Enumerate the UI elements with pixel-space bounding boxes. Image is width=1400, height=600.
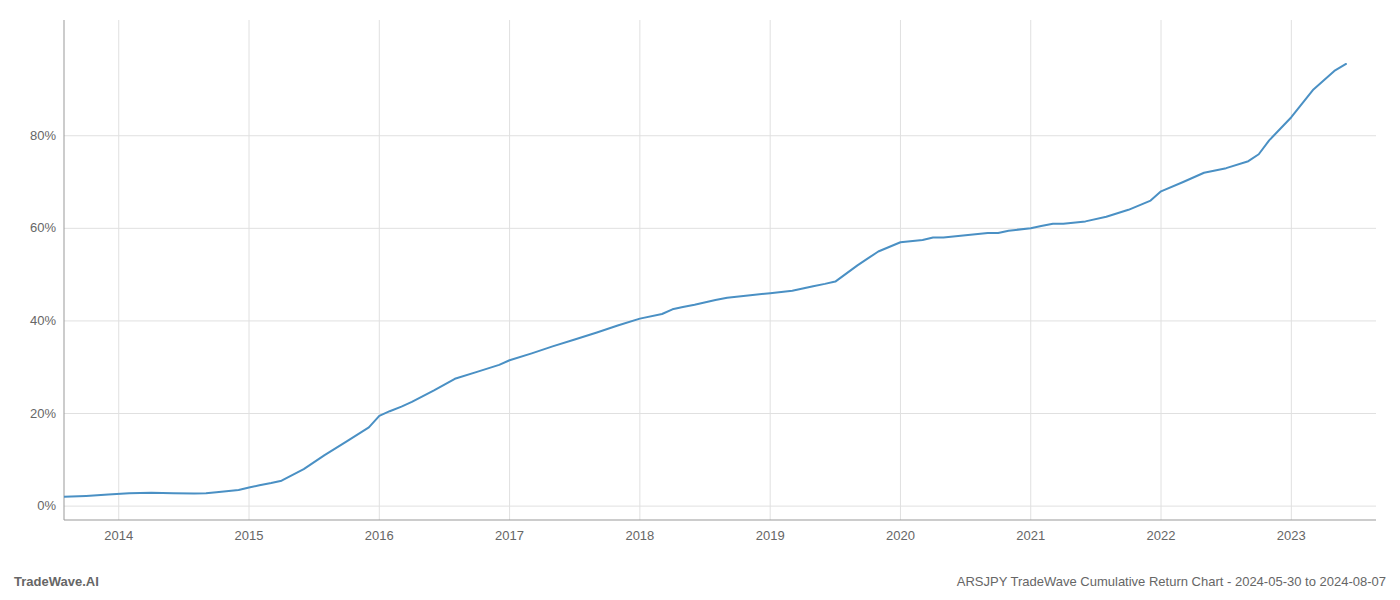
x-tick-label: 2016 (365, 528, 394, 543)
y-axis-line (64, 20, 65, 520)
chart-container: 0% 20% 40% 60% 80% 2014 2015 2016 2017 2018 2019 20… (0, 0, 1400, 600)
footer: TradeWave.AI ARSJPY TradeWave Cumulative … (14, 574, 1386, 589)
x-tick-label: 2023 (1277, 528, 1306, 543)
x-tick-label: 2022 (1147, 528, 1176, 543)
x-tick-label: 2021 (1016, 528, 1045, 543)
y-grid-line (64, 135, 1376, 136)
y-grid-line (64, 320, 1376, 321)
footer-annotation: TradeWave.AI (14, 574, 99, 589)
x-tick-label: 2020 (886, 528, 915, 543)
y-grid-line (64, 228, 1376, 229)
grid (64, 20, 1376, 520)
chart-title: ARSJPY TradeWave Cumulative Return Chart… (957, 574, 1386, 589)
x-grid-line (118, 20, 119, 520)
x-grid-line (770, 20, 771, 520)
x-tick-label: 2015 (235, 528, 264, 543)
x-tick-label: 2017 (495, 528, 524, 543)
x-axis-line (64, 520, 1376, 521)
y-tick-label: 0% (37, 498, 56, 513)
y-tick-label: 80% (30, 128, 56, 143)
x-grid-line (1030, 20, 1031, 520)
y-tick-label: 40% (30, 313, 56, 328)
y-grid-line (64, 506, 1376, 507)
y-tick-label: 60% (30, 220, 56, 235)
x-tick-label: 2019 (756, 528, 785, 543)
x-tick-label: 2014 (104, 528, 133, 543)
y-tick-label: 20% (30, 406, 56, 421)
axes: 0% 20% 40% 60% 80% 2014 2015 2016 2017 2018 2019 20… (30, 20, 1376, 543)
x-grid-line (509, 20, 510, 520)
x-grid-line (1161, 20, 1162, 520)
plot-area (64, 64, 1346, 497)
chart-svg: 0% 20% 40% 60% 80% 2014 2015 2016 2017 2018 2019 20… (0, 0, 1400, 600)
x-tick-label: 2018 (625, 528, 654, 543)
x-grid-line (900, 20, 901, 520)
y-grid-line (64, 413, 1376, 414)
x-grid-line (639, 20, 640, 520)
x-grid-line (1291, 20, 1292, 520)
x-grid-line (379, 20, 380, 520)
x-grid-line (249, 20, 250, 520)
return-line (64, 64, 1346, 497)
